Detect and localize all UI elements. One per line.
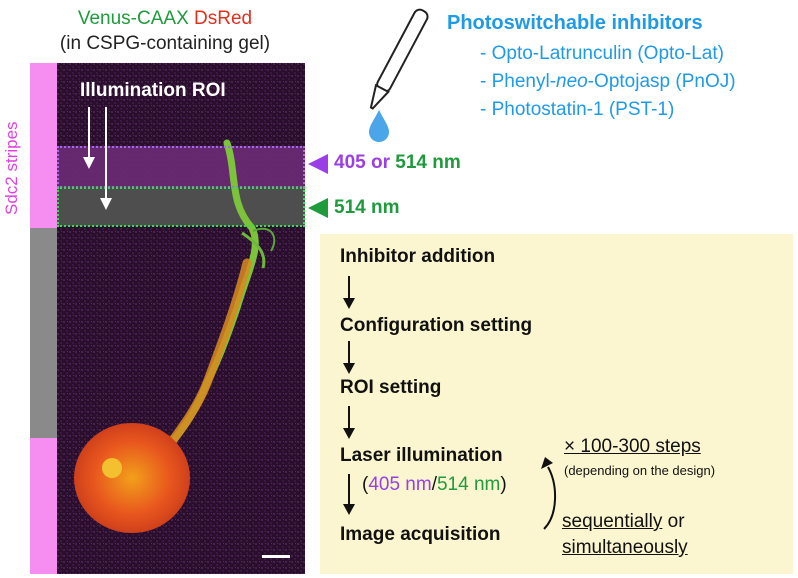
paren-close: ) <box>500 474 507 495</box>
mode-sequentially: sequentially <box>562 511 663 532</box>
roi-band-upper <box>57 146 305 186</box>
wavelength-514-upper: 514 nm <box>395 152 461 173</box>
workflow-panel <box>320 234 793 574</box>
down-arrow-icon <box>343 474 355 515</box>
channel-legend: Venus-CAAX DsRed <box>15 8 315 30</box>
stripe-label: Sdc2 stripes <box>2 121 21 215</box>
laser-514: 514 nm <box>436 474 501 495</box>
violet-pointer-icon <box>308 154 328 174</box>
inhibitor-item: - Opto-Latrunculin (Opto-Lat) <box>480 43 724 65</box>
repeat-note: (depending on the design) <box>564 463 716 478</box>
green-pointer-icon <box>308 198 328 218</box>
down-arrow-icon <box>343 341 355 374</box>
step-laser-illumination: Laser illumination <box>340 445 503 466</box>
laser-405: 405 nm <box>368 474 432 495</box>
inhibitors-title: Photoswitchable inhibitors <box>447 12 703 34</box>
step-image-acquisition: Image acquisition <box>340 524 501 545</box>
lower-wavelength-label: 514 nm <box>334 197 400 218</box>
roi-arrows <box>83 107 112 210</box>
step-inhibitor-addition: Inhibitor addition <box>340 246 496 267</box>
step-roi-setting: ROI setting <box>340 377 442 398</box>
droplet-icon <box>369 110 389 142</box>
inhibitor-text: - Opto-Latrunculin (Opto-Lat) <box>480 43 724 64</box>
inhibitor-text-suffix: -Optojasp (PnOJ) <box>587 71 736 92</box>
dsred-label: DsRed <box>194 8 253 29</box>
gel-label: (in CSPG-containing gel) <box>59 33 271 54</box>
roi-band-lower <box>57 186 305 226</box>
roi-box-lower <box>57 187 305 227</box>
venus-label: Venus-CAAX <box>77 8 189 29</box>
paren-open: ( <box>362 474 369 495</box>
down-arrow-icon <box>343 406 355 439</box>
inhibitor-item: - Photostatin-1 (PST-1) <box>480 99 674 121</box>
cell-soma <box>74 423 190 533</box>
upper-wavelength-label: 405 or 514 nm <box>334 152 461 174</box>
pipette-icon <box>369 8 429 110</box>
mode-or: or <box>662 511 685 532</box>
wavelength-405: 405 <box>334 152 366 173</box>
loop-arrow-icon <box>541 457 557 530</box>
inhibitor-item: - Phenyl-neo-Optojasp (PnOJ) <box>480 71 736 93</box>
mode-simultaneously: simultaneously <box>562 537 688 558</box>
microscopy-image <box>57 63 305 574</box>
step-configuration-setting: Configuration setting <box>340 315 533 336</box>
mode-line: sequentially or <box>562 511 685 533</box>
laser-slash: / <box>431 474 437 495</box>
inhibitor-text: - Phenyl- <box>480 71 557 92</box>
inhibitor-text: - Photostatin-1 (PST-1) <box>480 99 675 120</box>
roi-label: Illumination ROI <box>80 80 226 101</box>
inhibitor-text-italic: neo <box>556 71 588 92</box>
down-arrow-icon <box>343 276 355 309</box>
wavelength-or: or <box>365 152 396 173</box>
stripe-bar <box>30 63 57 574</box>
scale-bar <box>262 555 290 558</box>
repeat-label: × 100-300 steps <box>564 436 701 457</box>
laser-wavelength-label: (405 nm/514 nm) <box>362 474 507 496</box>
